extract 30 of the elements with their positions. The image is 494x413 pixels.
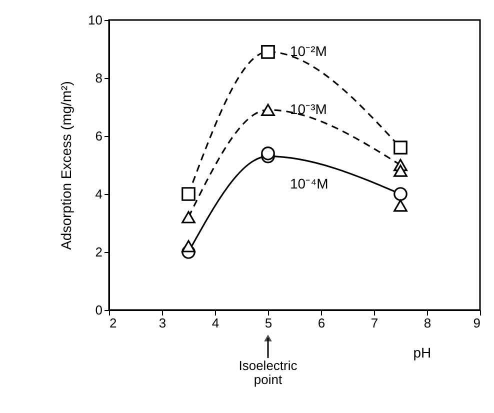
x-tick-label: 2	[110, 316, 117, 330]
y-tick-label: 6	[95, 128, 102, 144]
x-tick-label: 6	[318, 316, 326, 330]
series-label: 10⁻²M	[290, 42, 327, 59]
point	[261, 146, 275, 160]
y-tick-label: 0	[95, 302, 102, 318]
point	[182, 240, 196, 252]
point	[182, 211, 196, 224]
point	[394, 187, 408, 201]
x-tick-label: 5	[264, 316, 272, 330]
y-tick-label: 4	[95, 186, 102, 202]
y-tick-label: 2	[95, 244, 102, 260]
x-tick-label: 8	[424, 316, 432, 330]
point	[182, 187, 196, 201]
x-tick-label: 7	[370, 316, 378, 330]
text: Isoelectric point	[238, 358, 298, 387]
x-tick-label: 9	[473, 316, 480, 330]
series-label: 10⁻⁴M	[290, 175, 328, 192]
point	[394, 164, 408, 177]
y-tick-label: 8	[95, 70, 102, 86]
series-label: 10⁻³M	[290, 100, 327, 117]
point	[394, 199, 408, 212]
y-axis-title: Adsorption Excess (mg/m²)	[58, 81, 74, 250]
x-axis-title: pH	[413, 344, 432, 360]
x-tick-label: 3	[158, 316, 166, 330]
x-tick-label: 4	[212, 316, 220, 330]
point	[261, 44, 275, 59]
point	[261, 104, 275, 116]
y-tick-label: 10	[88, 12, 102, 28]
point	[394, 140, 408, 155]
